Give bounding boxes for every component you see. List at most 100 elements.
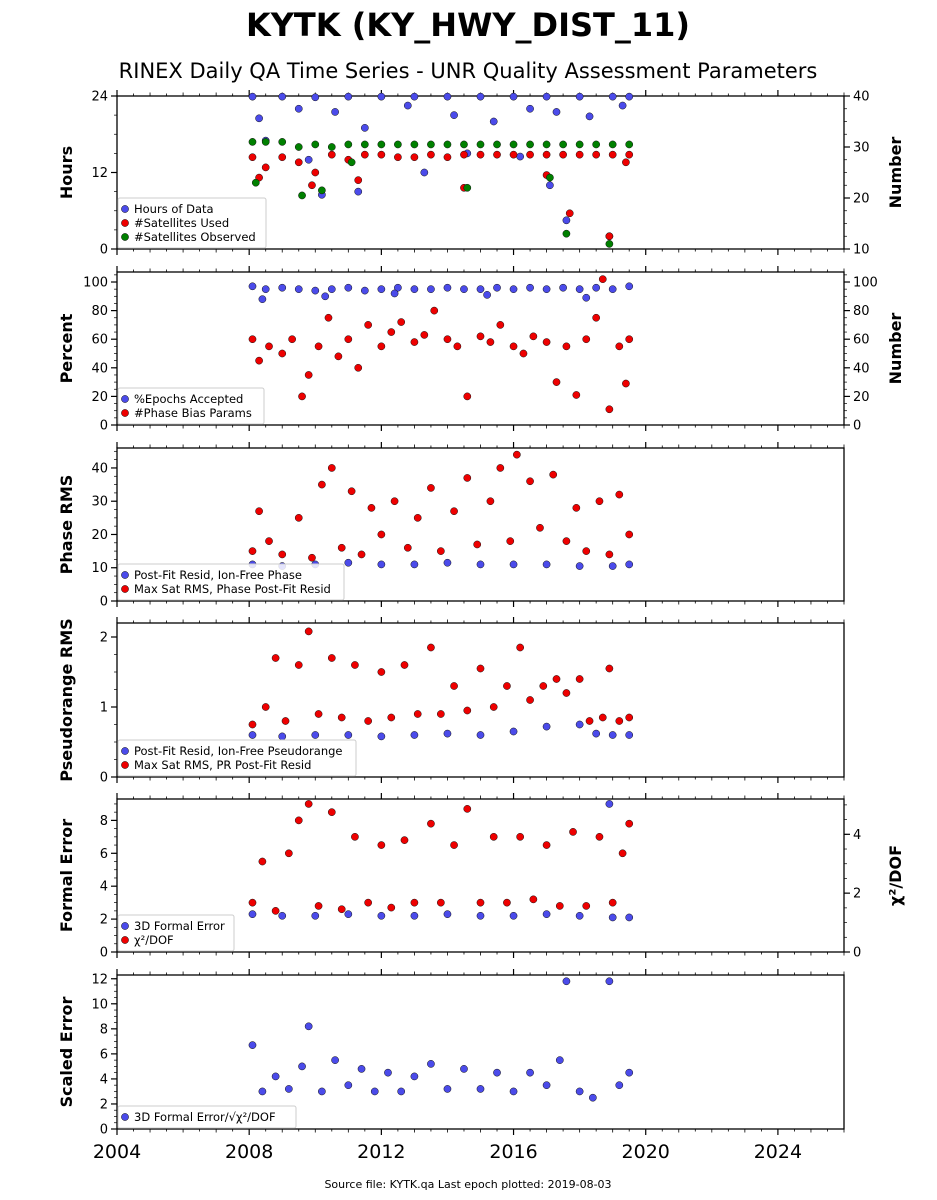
data-point-blue xyxy=(255,114,263,123)
data-point-red xyxy=(622,379,630,388)
legend-label: Post-Fit Resid, Ion-Free Pseudorange xyxy=(134,744,342,758)
data-point-red xyxy=(248,153,257,162)
data-point-blue xyxy=(542,910,551,919)
legend: %Epochs Accepted#Phase Bias Params xyxy=(117,387,265,425)
data-point-red xyxy=(436,898,445,907)
data-point-blue xyxy=(575,720,584,729)
data-point-red xyxy=(503,898,511,907)
data-point-blue xyxy=(258,1087,267,1096)
y-tick-label: 4 xyxy=(100,880,108,895)
data-point-red xyxy=(255,507,263,516)
data-point-red xyxy=(618,849,627,858)
data-point-red xyxy=(427,484,435,492)
data-point-blue xyxy=(615,1081,624,1090)
data-point-blue xyxy=(608,285,617,294)
data-point-blue xyxy=(542,560,551,569)
data-point-blue xyxy=(443,92,452,101)
data-point-green xyxy=(394,140,402,149)
data-point-blue xyxy=(278,732,287,741)
data-point-red xyxy=(529,895,538,904)
data-point-blue xyxy=(608,913,617,922)
panel-5: 0 2 4 6 8 0 2 4 χ²/DOF Formal Error 3D Formal Erro… xyxy=(57,793,905,961)
data-point-red xyxy=(519,349,528,358)
data-point-blue xyxy=(542,1081,551,1090)
data-point-red xyxy=(595,832,604,841)
y-tick-label: 12 xyxy=(91,166,108,181)
data-point-blue xyxy=(450,111,458,119)
legend-marker-red xyxy=(121,585,129,593)
data-point-blue xyxy=(542,92,551,101)
data-point-blue xyxy=(589,1093,597,1102)
data-point-blue xyxy=(410,911,419,920)
data-point-red xyxy=(377,668,386,676)
data-point-red xyxy=(569,828,577,836)
data-point-red xyxy=(390,497,399,506)
data-point-green xyxy=(509,140,518,149)
y-right-tick-label: 80 xyxy=(853,304,870,319)
data-point-red xyxy=(413,513,422,522)
data-point-blue xyxy=(344,1081,353,1090)
y-tick-label: 2 xyxy=(100,631,108,646)
data-point-blue xyxy=(384,1068,392,1077)
data-point-blue xyxy=(542,722,551,731)
legend-marker-blue xyxy=(121,395,129,403)
data-point-green xyxy=(476,140,485,149)
legend-marker-blue xyxy=(121,747,129,755)
y-right-axis-label: Number xyxy=(886,137,905,209)
data-point-blue xyxy=(331,1056,339,1064)
data-point-blue xyxy=(555,1056,564,1064)
data-point-red xyxy=(503,682,511,690)
y-tick-label: 6 xyxy=(100,1047,108,1062)
data-point-blue xyxy=(360,124,369,132)
x-tick-label: 2012 xyxy=(357,1141,405,1163)
legend-box xyxy=(117,914,235,952)
data-point-red xyxy=(387,713,396,722)
data-point-red xyxy=(562,342,571,351)
data-point-blue xyxy=(575,562,584,570)
legend-box xyxy=(117,739,357,777)
data-point-red xyxy=(493,150,501,159)
data-point-blue xyxy=(493,283,501,292)
data-point-red xyxy=(549,470,558,479)
data-point-blue xyxy=(248,282,257,291)
data-point-red xyxy=(592,150,601,159)
data-point-red xyxy=(347,487,356,496)
data-point-red xyxy=(248,898,257,907)
data-point-red xyxy=(304,800,313,808)
data-point-blue xyxy=(344,92,353,101)
data-point-blue xyxy=(476,911,485,920)
data-point-red xyxy=(298,392,306,401)
data-point-red xyxy=(387,328,396,336)
data-point-red xyxy=(278,153,287,162)
data-point-blue xyxy=(294,285,303,294)
data-point-blue xyxy=(592,729,601,738)
data-point-red xyxy=(354,363,363,372)
data-point-blue xyxy=(476,560,485,569)
figure-title: KYTK (KY_HWY_DIST_11) xyxy=(246,6,690,44)
data-point-blue xyxy=(403,101,412,110)
legend-marker-red xyxy=(121,409,129,417)
y-tick-label: 8 xyxy=(100,1022,108,1037)
y-tick-label: 8 xyxy=(100,814,108,829)
data-point-red xyxy=(443,335,452,344)
data-point-green xyxy=(248,138,257,146)
data-point-blue xyxy=(304,155,313,164)
data-point-red xyxy=(463,474,472,482)
data-point-blue xyxy=(278,283,287,292)
y-right-axis-label: χ²/DOF xyxy=(886,845,905,906)
legend-label: χ²/DOF xyxy=(134,933,174,947)
legend-label: Max Sat RMS, Phase Post-Fit Resid xyxy=(134,582,331,596)
data-point-green xyxy=(347,158,356,167)
data-point-red xyxy=(248,720,257,729)
data-point-red xyxy=(403,543,412,552)
data-point-blue xyxy=(526,1068,534,1077)
data-point-red xyxy=(513,450,521,459)
data-point-red xyxy=(327,150,336,159)
legend-label: Hours of Data xyxy=(134,202,214,216)
y-tick-label: 0 xyxy=(100,771,108,786)
data-point-red xyxy=(394,153,402,162)
data-point-red xyxy=(427,150,435,159)
data-point-red xyxy=(489,832,498,841)
